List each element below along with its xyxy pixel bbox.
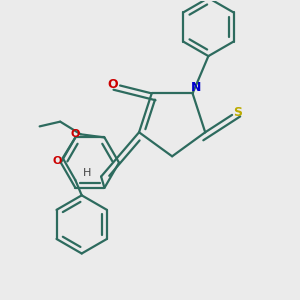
Text: S: S	[233, 106, 242, 119]
Text: O: O	[70, 129, 80, 139]
Text: N: N	[191, 81, 202, 94]
Text: O: O	[108, 78, 118, 92]
Text: H: H	[83, 168, 91, 178]
Text: O: O	[52, 155, 62, 166]
